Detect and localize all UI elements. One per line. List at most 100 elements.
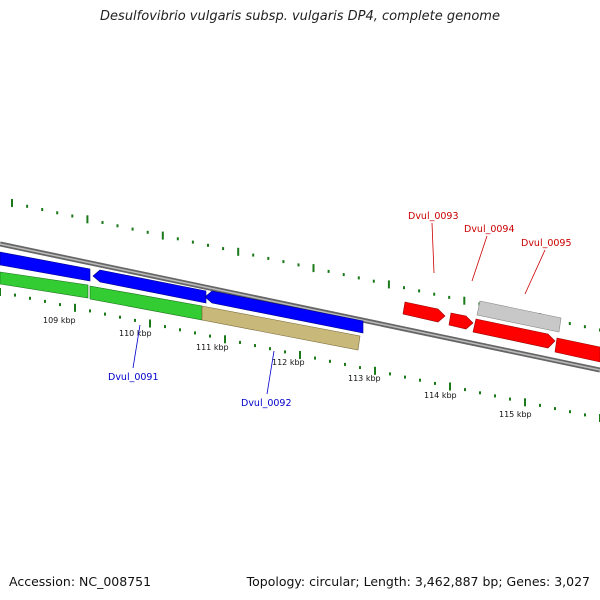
reverse-cds-dvul-0092[interactable] (204, 290, 364, 334)
tick-mark (164, 325, 166, 329)
gene-label-dvul-0092[interactable]: Dvul_0092 (241, 398, 292, 409)
tick-mark (584, 413, 586, 417)
tick-mark (419, 378, 421, 382)
tick-mark (433, 292, 436, 296)
tick-mark (59, 303, 61, 307)
tick-mark (583, 325, 586, 329)
tick-mark (463, 296, 466, 305)
tick-mark (71, 214, 74, 218)
tick-mark (329, 359, 331, 363)
forward-cds-3[interactable] (554, 337, 600, 363)
tick-mark (359, 366, 361, 370)
leader-dvul-0091 (132, 324, 141, 369)
reverse-strand-genes (0, 251, 364, 334)
genome-stats-text: Topology: circular; Length: 3,462,887 bp… (246, 574, 590, 589)
tick-mark (418, 289, 421, 293)
tick-mark (119, 315, 121, 319)
tick-mark (41, 208, 44, 211)
tick-mark (101, 221, 104, 224)
tick-mark (179, 328, 181, 332)
gene-label-dvul-0094[interactable]: Dvul_0094 (464, 224, 515, 235)
tick-mark (299, 351, 301, 359)
forward-cds-dvul-0093[interactable] (402, 301, 446, 323)
tick-mark (116, 224, 119, 228)
tick-mark (344, 362, 346, 366)
tick-mark (86, 215, 89, 224)
tick-mark (146, 230, 149, 234)
tick-mark (327, 269, 330, 273)
tick-mark (26, 204, 29, 208)
tick-mark (14, 293, 16, 297)
tick-mark (89, 309, 91, 313)
kbp-label: 115 kbp (499, 410, 532, 419)
tick-mark (222, 247, 225, 251)
kbp-label: 112 kbp (272, 358, 305, 367)
forward-cds-2[interactable] (472, 318, 556, 349)
reverse-cds-1 (0, 251, 91, 282)
leader-dvul-0095 (524, 249, 546, 295)
gene-label-dvul-0095[interactable]: Dvul_0095 (521, 238, 572, 249)
tick-mark (207, 243, 209, 247)
gene-label-leaders (132, 222, 546, 395)
tick-mark (56, 211, 59, 215)
gene-label-dvul-0091[interactable]: Dvul_0091 (108, 372, 159, 383)
gene-label-dvul-0093[interactable]: Dvul_0093 (408, 211, 459, 222)
tick-mark (404, 375, 406, 379)
tick-mark (252, 253, 255, 257)
tick-mark (403, 286, 405, 290)
tick-mark (342, 273, 345, 277)
leader-dvul-0093 (431, 222, 435, 274)
tick-mark (224, 335, 226, 344)
tick-mark (209, 334, 211, 338)
tick-mark (448, 295, 451, 299)
gc-minus-segment (201, 305, 361, 351)
tick-mark (509, 397, 511, 401)
tick-mark (284, 350, 286, 354)
tick-mark (568, 322, 571, 325)
tick-mark (44, 299, 46, 303)
tick-mark (374, 366, 376, 375)
tick-mark (149, 319, 151, 328)
tick-mark (434, 381, 436, 385)
forward-cds-dvul-0094[interactable] (448, 312, 474, 330)
tick-mark (449, 382, 451, 391)
reverse-cds-dvul-0091[interactable] (92, 269, 207, 304)
kbp-labels: 109 kbp 110 kbp 111 kbp 112 kbp 113 kbp … (43, 316, 532, 419)
tick-mark (357, 276, 360, 280)
tick-mark (254, 344, 256, 348)
tick-mark (464, 388, 466, 392)
gene-labels: Dvul_0091 Dvul_0092 Dvul_0093 Dvul_0094 … (108, 211, 572, 409)
tick-mark (29, 296, 31, 300)
tick-mark (539, 403, 541, 407)
tick-mark (161, 231, 164, 240)
tick-mark (387, 280, 390, 289)
genome-backbone (0, 241, 600, 373)
other-feature-dvul-0095[interactable] (476, 300, 562, 333)
tick-mark (314, 356, 316, 360)
tick-mark (11, 199, 13, 207)
tick-mark (104, 312, 106, 316)
tick-mark (554, 407, 556, 411)
tick-mark (389, 372, 391, 376)
kbp-label: 110 kbp (119, 329, 152, 338)
kbp-label: 111 kbp (196, 343, 229, 352)
tick-mark (479, 391, 481, 395)
tick-mark (282, 260, 285, 264)
tick-mark (297, 263, 300, 267)
kbp-label: 109 kbp (43, 316, 76, 325)
gc-plus-segment-1 (0, 271, 89, 299)
tick-mark (239, 340, 241, 344)
map-title: Desulfovibrio vulgaris subsp. vulgaris D… (100, 9, 500, 24)
tick-mark (74, 303, 76, 312)
tick-mark (191, 240, 194, 244)
tick-mark (267, 256, 270, 260)
leader-dvul-0092 (266, 350, 275, 395)
tick-mark (312, 264, 315, 273)
accession-text: Accession: NC_008751 (9, 574, 152, 589)
tick-mark (134, 318, 136, 322)
tick-mark (524, 398, 526, 407)
tick-mark (0, 288, 1, 296)
tick-mark (569, 410, 571, 414)
gc-ring (0, 271, 361, 351)
tick-mark (237, 247, 240, 256)
